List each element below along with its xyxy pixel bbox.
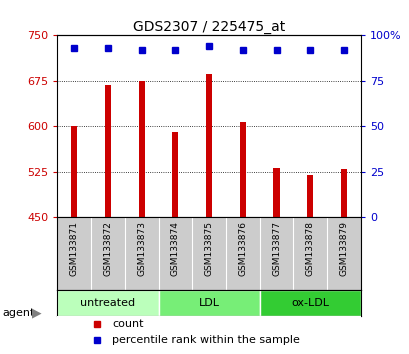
Text: count: count	[112, 320, 143, 330]
Bar	[306, 175, 312, 217]
Bar	[340, 169, 346, 217]
Text: GSM133878: GSM133878	[305, 221, 314, 276]
Bar	[273, 168, 279, 217]
Bar	[172, 132, 178, 217]
Text: ▶: ▶	[32, 307, 42, 320]
Bar	[57, 290, 158, 316]
Bar	[158, 290, 259, 316]
Text: GSM133874: GSM133874	[171, 221, 180, 276]
Text: GSM133875: GSM133875	[204, 221, 213, 276]
Text: GSM133873: GSM133873	[137, 221, 146, 276]
Text: GSM133871: GSM133871	[70, 221, 79, 276]
Bar	[105, 85, 111, 217]
Bar	[259, 290, 360, 316]
Text: percentile rank within the sample: percentile rank within the sample	[112, 335, 299, 345]
Text: untreated: untreated	[80, 298, 135, 308]
Text: ox-LDL: ox-LDL	[290, 298, 328, 308]
Bar	[138, 81, 144, 217]
Text: GSM133879: GSM133879	[339, 221, 348, 276]
Bar	[71, 126, 77, 217]
Text: GSM133876: GSM133876	[238, 221, 247, 276]
Bar	[239, 122, 245, 217]
Title: GDS2307 / 225475_at: GDS2307 / 225475_at	[133, 21, 285, 34]
Text: agent: agent	[2, 308, 34, 318]
Bar	[206, 74, 211, 217]
Text: LDL: LDL	[198, 298, 219, 308]
Text: GSM133877: GSM133877	[271, 221, 280, 276]
Text: GSM133872: GSM133872	[103, 221, 112, 276]
